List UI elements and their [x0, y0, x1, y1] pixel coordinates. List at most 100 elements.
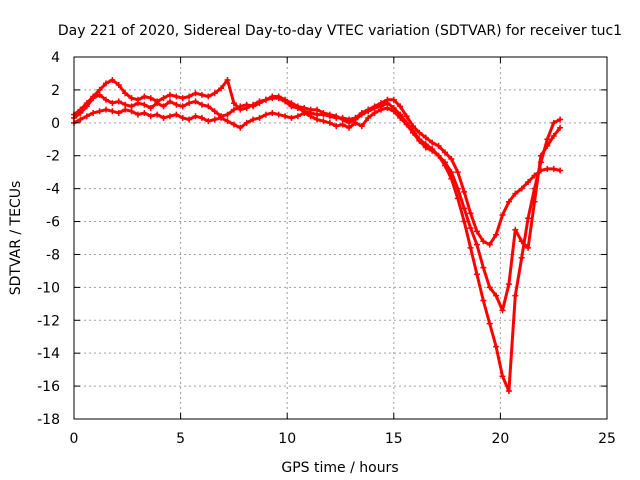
data-point — [518, 238, 525, 245]
data-point — [173, 93, 180, 100]
data-point — [326, 111, 333, 118]
data-point — [230, 121, 237, 128]
data-point — [307, 113, 314, 120]
data-point — [333, 113, 340, 120]
y-tick-label: -16 — [37, 379, 60, 395]
data-point — [282, 96, 289, 103]
data-point — [166, 91, 173, 98]
y-tick-label: -18 — [37, 412, 60, 428]
data-point — [173, 111, 180, 118]
x-axis-label: GPS time / hours — [281, 460, 398, 476]
x-tick-label: 0 — [70, 431, 79, 447]
x-tick-label: 25 — [598, 431, 616, 447]
data-point — [397, 114, 404, 121]
data-point — [77, 106, 84, 113]
data-point — [358, 123, 365, 130]
data-point — [499, 373, 506, 380]
data-point — [160, 95, 167, 102]
data-point — [198, 91, 205, 98]
data-point — [480, 297, 487, 304]
data-point — [461, 188, 468, 195]
data-point — [269, 93, 276, 100]
data-point — [441, 149, 448, 156]
data-point — [205, 118, 212, 125]
data-point — [179, 95, 186, 102]
data-point — [134, 96, 141, 103]
data-point — [544, 136, 551, 143]
y-tick-label: -4 — [46, 182, 60, 198]
plot-frame — [73, 56, 608, 420]
data-point — [473, 241, 480, 248]
data-point — [454, 185, 461, 192]
data-point — [441, 159, 448, 166]
data-point — [314, 106, 321, 113]
data-point — [96, 86, 103, 93]
data-point — [326, 119, 333, 126]
data-point — [237, 124, 244, 131]
data-point — [505, 198, 512, 205]
data-point — [250, 116, 257, 123]
data-point — [467, 244, 474, 251]
data-point — [365, 108, 372, 115]
data-point — [294, 103, 301, 110]
grid — [74, 57, 607, 419]
data-point — [128, 108, 135, 115]
data-point — [294, 113, 301, 120]
data-point — [205, 103, 212, 110]
data-point — [179, 103, 186, 110]
data-point — [262, 96, 269, 103]
data-point — [102, 96, 109, 103]
series-trace — [72, 78, 562, 393]
y-tick-label: -12 — [37, 313, 60, 329]
data-point — [499, 211, 506, 218]
data-point — [480, 264, 487, 271]
data-point — [473, 228, 480, 235]
data-point — [378, 106, 385, 113]
data-point — [211, 116, 218, 123]
data-point — [403, 113, 410, 120]
data-point — [147, 113, 154, 120]
data-point — [147, 105, 154, 112]
data-point — [486, 320, 493, 327]
data-point — [557, 124, 564, 131]
data-point — [115, 81, 122, 88]
data-point — [525, 179, 532, 186]
data-point — [537, 152, 544, 159]
data-point — [505, 388, 512, 395]
data-point — [448, 156, 455, 163]
data-point — [186, 116, 193, 123]
data-point — [550, 132, 557, 139]
data-point — [493, 292, 500, 299]
y-axis-label: SDTVAR / TECUs — [8, 181, 24, 296]
data-point — [102, 106, 109, 113]
data-point — [320, 109, 327, 116]
y-tick-label: -6 — [46, 215, 60, 231]
data-point — [243, 105, 250, 112]
data-point — [557, 167, 564, 174]
data-point — [461, 218, 468, 225]
data-point — [115, 109, 122, 116]
data-point — [288, 100, 295, 107]
data-point — [192, 113, 199, 120]
axis-ticks: 0 5 10 15 20 25 -18 -16 -14 -12 -10 -8 -6 -4 -2 0 2 4 — [37, 50, 616, 447]
data-point — [275, 111, 282, 118]
y-tick-label: -2 — [46, 149, 60, 165]
data-point — [339, 121, 346, 128]
data-point — [320, 118, 327, 125]
data-point — [173, 101, 180, 108]
data-point — [83, 113, 90, 120]
data-point — [416, 129, 423, 136]
data-point — [269, 109, 276, 116]
data-point — [179, 114, 186, 121]
data-point — [473, 271, 480, 278]
y-tick-label: -14 — [37, 346, 60, 362]
data-point — [314, 116, 321, 123]
data-point — [256, 114, 263, 121]
data-point — [390, 96, 397, 103]
data-point — [154, 111, 161, 118]
data-point — [397, 103, 404, 110]
data-point — [518, 185, 525, 192]
data-point — [550, 165, 557, 172]
data-point — [147, 95, 154, 102]
data-point — [301, 109, 308, 116]
